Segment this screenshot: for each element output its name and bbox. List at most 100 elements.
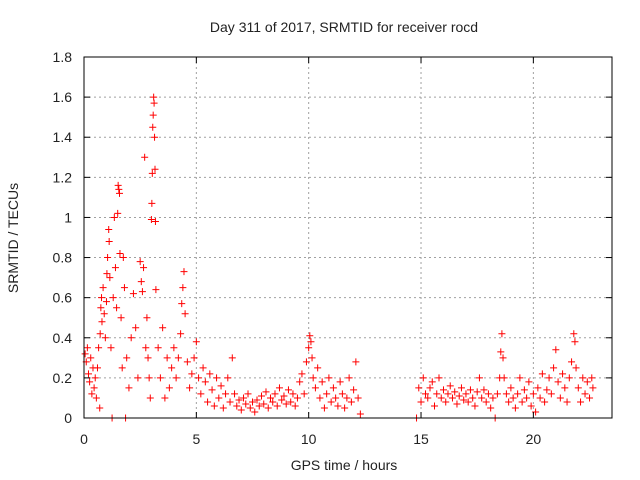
data-point <box>471 402 479 410</box>
data-point <box>422 390 430 398</box>
data-point <box>327 398 335 406</box>
data-point <box>466 386 474 394</box>
data-point <box>249 398 257 406</box>
data-point <box>204 398 212 406</box>
data-point <box>120 284 128 292</box>
data-point <box>323 390 331 398</box>
data-point <box>464 398 472 406</box>
data-point <box>296 378 304 386</box>
data-point <box>417 398 425 406</box>
data-point <box>475 374 483 382</box>
y-tick-label: 1.2 <box>53 169 73 185</box>
data-point <box>149 123 157 131</box>
x-tick-label: 15 <box>413 431 429 447</box>
data-point <box>478 394 486 402</box>
data-point <box>90 384 98 392</box>
data-point <box>100 310 108 318</box>
data-point <box>588 374 596 382</box>
data-point <box>210 402 218 410</box>
data-point <box>586 394 594 402</box>
data-point <box>581 390 589 398</box>
data-point <box>104 254 112 262</box>
data-point <box>291 402 299 410</box>
data-point <box>518 398 526 406</box>
data-point <box>320 404 328 412</box>
data-point <box>499 354 507 362</box>
data-point <box>138 288 146 296</box>
data-point <box>134 374 142 382</box>
data-point <box>195 374 203 382</box>
data-point <box>260 400 268 408</box>
data-point <box>520 386 528 394</box>
data-point <box>150 99 158 107</box>
data-point <box>114 181 122 189</box>
data-point <box>206 370 214 378</box>
data-point <box>523 394 531 402</box>
data-point <box>534 384 542 392</box>
data-point <box>116 189 123 197</box>
data-point <box>329 384 337 392</box>
data-point <box>177 330 185 338</box>
data-point <box>178 300 186 308</box>
data-point <box>253 396 261 404</box>
y-tick-label: 1.8 <box>53 49 73 65</box>
axis-ticks <box>83 56 612 419</box>
data-point <box>356 410 364 418</box>
data-point <box>246 404 254 412</box>
data-point <box>505 398 513 406</box>
data-point <box>347 398 355 406</box>
data-point <box>516 374 524 382</box>
data-point <box>257 392 265 400</box>
x-tick-label: 0 <box>80 431 88 447</box>
data-point <box>568 358 576 366</box>
data-point <box>146 394 154 402</box>
data-point <box>165 384 173 392</box>
data-point <box>271 390 279 398</box>
data-point <box>455 392 463 400</box>
data-point <box>161 394 169 402</box>
data-point <box>154 344 162 352</box>
data-point <box>462 390 470 398</box>
data-point <box>219 404 227 412</box>
data-point <box>98 294 106 302</box>
data-point <box>105 238 113 246</box>
data-point <box>305 344 313 352</box>
data-point <box>192 338 200 346</box>
plot-frame <box>83 56 613 419</box>
data-point <box>433 390 441 398</box>
data-point <box>306 332 314 340</box>
data-point <box>152 286 160 294</box>
data-point <box>264 404 272 412</box>
data-point <box>150 93 158 101</box>
x-tick-labels: 0 5 10 15 20 <box>80 431 541 447</box>
data-point <box>102 298 110 306</box>
data-point <box>199 364 207 372</box>
data-point <box>577 398 585 406</box>
data-point <box>426 384 434 392</box>
data-point <box>316 394 324 402</box>
data-point <box>437 394 445 402</box>
data-point <box>571 338 579 346</box>
data-point <box>96 330 104 338</box>
data-point <box>224 374 232 382</box>
data-point <box>497 348 505 356</box>
data-point <box>509 394 517 402</box>
data-point <box>538 370 546 378</box>
data-point <box>589 384 597 392</box>
data-point <box>129 290 137 298</box>
data-point <box>514 390 522 398</box>
data-point <box>424 394 432 402</box>
y-tick-labels: 0 0.2 0.4 0.6 0.8 1 1.2 1.4 1.6 1.8 <box>53 49 73 426</box>
data-point <box>233 402 241 410</box>
data-point <box>91 374 99 382</box>
y-tick-label: 1 <box>64 209 72 225</box>
data-point <box>215 394 223 402</box>
data-point <box>559 370 567 378</box>
data-point <box>132 324 140 332</box>
y-axis-label: SRMTID / TECUs <box>5 183 21 293</box>
data-point <box>93 364 101 372</box>
data-point <box>314 364 322 372</box>
data-point <box>127 334 135 342</box>
data-point <box>273 402 281 410</box>
data-point <box>507 384 515 392</box>
